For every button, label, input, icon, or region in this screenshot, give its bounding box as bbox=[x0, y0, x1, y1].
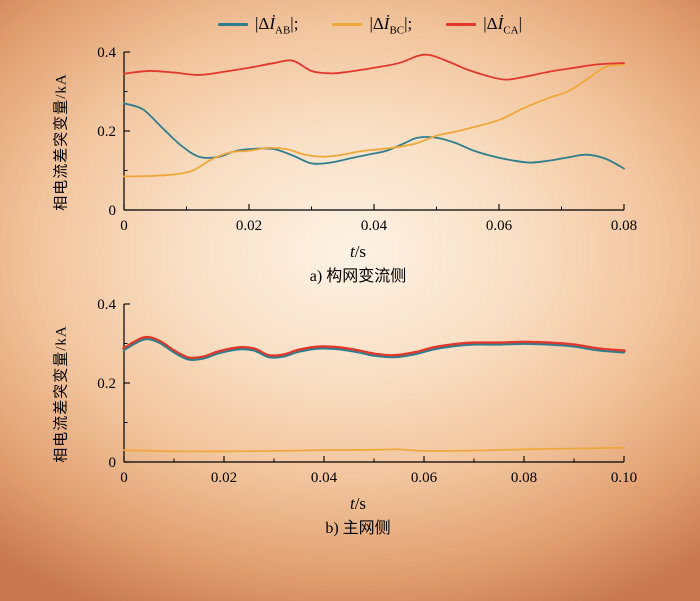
svg-text:0.4: 0.4 bbox=[97, 297, 116, 313]
caption-a: a) 构网变流侧 bbox=[309, 268, 407, 285]
legend-item-ca: |ΔİCA| bbox=[446, 14, 522, 36]
svg-text:0: 0 bbox=[109, 203, 117, 219]
svg-text:0.04: 0.04 bbox=[361, 218, 388, 234]
legend-item-bc: |ΔİBC|; bbox=[332, 14, 412, 36]
svg-text:0.2: 0.2 bbox=[97, 376, 116, 392]
y-axis-label-a: 相电流差突变量/kA bbox=[53, 73, 70, 211]
svg-text:0: 0 bbox=[109, 455, 117, 471]
legend-line-swatch-ca bbox=[446, 23, 477, 27]
plot-area-a: 0 0.02 0.04 0.06 0.08 0 0.2 0.4 bbox=[97, 45, 637, 234]
legend-label-ab: |ΔİAB|; bbox=[255, 13, 299, 37]
x-axis-label-b: t/s bbox=[349, 494, 367, 513]
plot-area-b: 0 0.02 0.04 0.06 0.08 0.10 0 0.2 0.4 bbox=[97, 297, 637, 486]
legend: |ΔİAB|; |ΔİBC|; |ΔİCA| bbox=[40, 0, 700, 40]
legend-item-ab: |ΔİAB|; bbox=[218, 14, 298, 36]
legend-line-swatch-ab bbox=[218, 23, 248, 27]
svg-text:0.04: 0.04 bbox=[311, 470, 338, 486]
svg-text:0.06: 0.06 bbox=[411, 470, 438, 486]
svg-text:0.10: 0.10 bbox=[611, 470, 637, 486]
svg-text:0.06: 0.06 bbox=[486, 218, 513, 234]
svg-text:0: 0 bbox=[120, 218, 128, 234]
svg-text:0.08: 0.08 bbox=[611, 218, 637, 234]
x-axis-label-a: t/s bbox=[349, 242, 367, 261]
caption-b: b) 主网侧 bbox=[325, 520, 391, 537]
legend-label-ca: |ΔİCA| bbox=[483, 13, 522, 37]
legend-line-swatch-bc bbox=[332, 23, 363, 27]
svg-text:0: 0 bbox=[120, 470, 128, 486]
svg-text:0.02: 0.02 bbox=[211, 470, 237, 486]
svg-text:0.2: 0.2 bbox=[97, 124, 116, 140]
y-axis-label-b: 相电流差突变量/kA bbox=[53, 325, 70, 463]
svg-text:0.02: 0.02 bbox=[236, 218, 262, 234]
chart-b-section: 相电流差突变量/kA 0 0.02 0.04 0.06 0.08 0.10 0 0.2 0.4 … bbox=[48, 294, 700, 544]
svg-text:0.4: 0.4 bbox=[97, 45, 116, 61]
legend-label-bc: |ΔİBC|; bbox=[369, 13, 413, 37]
svg-text:0.08: 0.08 bbox=[511, 470, 537, 486]
chart-a-section: 相电流差突变量/kA 0 0.02 0.04 0.06 0.08 0 0.2 0.4 t/s … bbox=[48, 42, 700, 292]
